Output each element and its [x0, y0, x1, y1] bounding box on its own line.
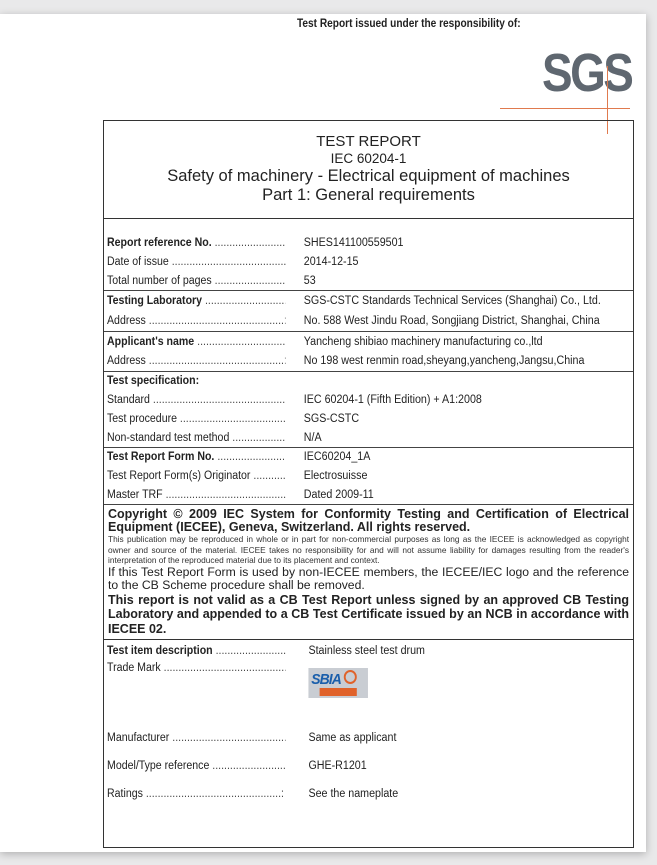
field-value: IEC60204_1A: [303, 451, 371, 463]
field-value: Same as applicant: [308, 732, 397, 744]
field-value: GHE-R1201: [308, 760, 367, 772]
copyright-c3: If this Test Report Form is used by non-…: [108, 564, 629, 592]
field-value: 2014-12-15: [303, 255, 359, 268]
field-label-text: Standard: [107, 393, 150, 406]
field-label-text: Non-standard test method: [107, 431, 230, 444]
field-label-text: Address: [107, 355, 146, 367]
field-label-text: Total number of pages: [107, 274, 212, 287]
field-row: Manufacturer ...........................…: [104, 724, 633, 752]
field-label: Test item description ..................…: [107, 645, 285, 657]
field-label: Applicant's name .......................…: [107, 335, 286, 348]
copyright-notice: Copyright © 2009 IEC System for Conformi…: [104, 504, 633, 640]
copyright-c4: This report is not valid as a CB Test Re…: [108, 592, 629, 636]
field-row: Report reference No. ...................…: [104, 233, 633, 252]
field-row: Total number of pages ..................…: [104, 271, 633, 290]
document-page: Test Report issued under the responsibil…: [0, 14, 646, 852]
field-row: Test item description ..................…: [104, 640, 633, 662]
field-label-text: Test Report Form No.: [107, 451, 215, 463]
field-label-text: Test procedure: [107, 412, 177, 425]
field-value: SBIA: [301, 662, 368, 698]
field-label-text: Applicant's name: [107, 335, 195, 348]
field-label: Total number of pages ..................…: [107, 274, 286, 287]
field-label: Test Report Form No. ...................…: [107, 451, 285, 463]
field-label: Manufacturer ...........................…: [107, 732, 285, 744]
field-label-text: Master TRF: [107, 488, 163, 501]
field-label-text: Model/Type reference: [107, 760, 210, 772]
trademark-logo: SBIA: [308, 668, 368, 698]
field-value: See the nameplate: [308, 788, 399, 800]
field-value: No 198 west renmin road,sheyang,yancheng…: [303, 355, 585, 367]
field-row: Master TRF .............................…: [104, 485, 633, 504]
field-label: Trade Mark .............................…: [107, 662, 285, 674]
field-label-text: Date of issue: [107, 255, 169, 268]
field-value: IEC 60204-1 (Fifth Edition) + A1:2008: [303, 393, 482, 406]
field-row: Date of issue ..........................…: [104, 252, 633, 271]
field-label-text: Address: [107, 314, 146, 327]
field-value: SHES141100559501: [303, 236, 404, 249]
field-label-text: Report reference No.: [107, 236, 212, 249]
copyright-c1: Copyright © 2009 IEC System for Conformi…: [108, 507, 629, 534]
field-row: Ratings ................................…: [104, 780, 633, 808]
field-value: 53: [303, 274, 316, 287]
field-label: Standard ...............................…: [107, 393, 286, 406]
field-row: Test procedure .........................…: [104, 409, 633, 428]
field-label: Testing Laboratory .....................…: [107, 294, 285, 307]
field-row: Non-standard test method ...............…: [104, 428, 633, 447]
field-label: Date of issue ..........................…: [107, 255, 285, 268]
field-row: Test Report Form No. ...................…: [104, 447, 633, 466]
field-label-text: Ratings: [107, 788, 143, 800]
field-value: Stainless steel test drum: [308, 645, 425, 657]
field-value: Dated 2009-11: [303, 488, 374, 501]
issued-by-text: Test Report issued under the responsibil…: [297, 18, 521, 30]
field-value: No. 588 West Jindu Road, Songjiang Distr…: [303, 314, 600, 327]
field-row: Test Report Form(s) Originator .........…: [104, 466, 633, 485]
field-label: Address ................................…: [107, 314, 286, 327]
field-label: Report reference No. ...................…: [107, 236, 286, 249]
field-label-text: Test item description: [107, 645, 213, 657]
field-value: SGS-CSTC Standards Technical Services (S…: [303, 294, 601, 307]
field-label-text: Manufacturer: [107, 732, 170, 744]
report-title: TEST REPORT: [316, 133, 421, 150]
field-label: Test specification:: [107, 375, 285, 387]
copyright-c2: This publication may be reproduced in wh…: [108, 534, 629, 565]
field-label: Test Report Form(s) Originator .........…: [107, 469, 286, 482]
field-label: Ratings ................................…: [107, 788, 284, 800]
field-label-text: Testing Laboratory: [107, 294, 203, 307]
report-standard: IEC 60204-1: [330, 151, 407, 166]
field-label-text: Trade Mark: [107, 662, 161, 674]
field-value: SGS-CSTC: [303, 412, 360, 425]
sgs-logo: SGS: [500, 40, 640, 134]
field-value: Electrosuisse: [303, 469, 368, 482]
field-value: Yancheng shibiao machinery manufacturing…: [303, 335, 543, 348]
field-row: Standard ...............................…: [104, 390, 633, 409]
report-subtitle: Safety of machinery - Electrical equipme…: [167, 167, 570, 185]
report-title-block: TEST REPORT IEC 60204-1 Safety of machin…: [104, 121, 633, 219]
field-label: Master TRF .............................…: [107, 488, 286, 501]
field-label: Non-standard test method ...............…: [107, 431, 286, 444]
field-label: Model/Type reference ...................…: [107, 760, 286, 772]
field-row: Address ................................…: [104, 351, 633, 371]
field-row: Trade Mark .............................…: [104, 662, 633, 724]
field-value: N/A: [303, 431, 322, 444]
field-row: Address ................................…: [104, 310, 633, 331]
field-row: Testing Laboratory .....................…: [104, 290, 633, 310]
field-label: Test procedure .........................…: [107, 412, 286, 425]
field-row: Model/Type reference ...................…: [104, 752, 633, 780]
report-table: TEST REPORT IEC 60204-1 Safety of machin…: [103, 120, 634, 848]
field-label-text: Test Report Form(s) Originator: [107, 469, 251, 482]
field-row: Test specification:: [104, 371, 633, 390]
field-label: Address ................................…: [107, 355, 286, 367]
field-row: Applicant's name .......................…: [104, 331, 633, 351]
report-part: Part 1: General requirements: [262, 186, 475, 204]
field-label-text: Test specification:: [107, 375, 200, 387]
